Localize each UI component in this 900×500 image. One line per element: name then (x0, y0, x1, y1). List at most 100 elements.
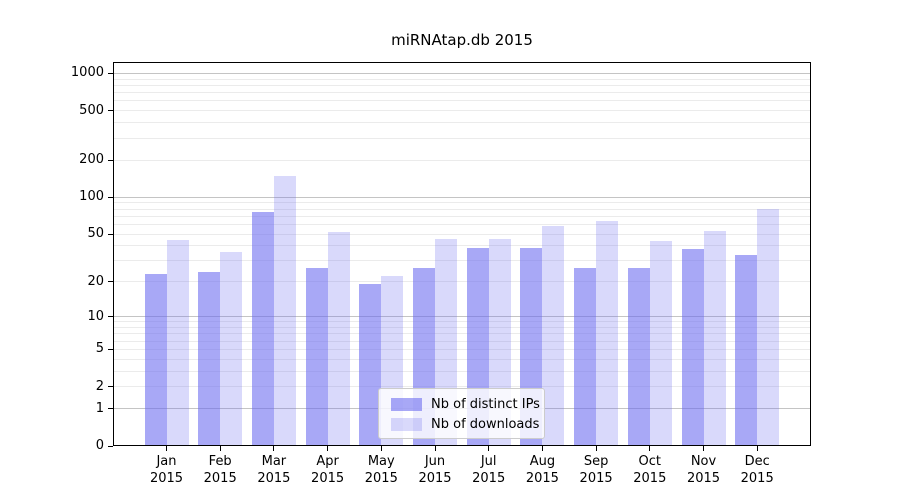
x-tick-month: Sep (583, 454, 609, 469)
y-tick-200 (108, 159, 113, 161)
gridline-minor (113, 92, 811, 94)
bar-distinct-ips-oct (627, 267, 650, 446)
bar-downloads-dec (757, 208, 780, 446)
x-tick-label-aug: Aug 2015 (510, 453, 574, 487)
x-tick-year: 2015 (311, 471, 345, 486)
legend-swatch-downloads (391, 417, 422, 431)
x-tick-month: Jan (156, 454, 177, 469)
y-tick-label-200: 200 (79, 152, 104, 167)
x-tick-jan (166, 446, 167, 451)
gridline-minor (113, 333, 811, 335)
gridline-minor (113, 110, 811, 112)
x-tick-apr (327, 446, 329, 451)
y-tick-1000 (108, 72, 113, 74)
bar-distinct-ips-jan (144, 274, 167, 446)
y-tick-0 (108, 445, 113, 447)
gridline-minor (113, 327, 811, 328)
y-tick-10 (108, 316, 113, 318)
x-tick-month: Apr (316, 454, 339, 469)
x-tick-jul (488, 446, 490, 451)
gridline-minor (113, 137, 811, 139)
legend-label-distinct-ips: Nb of distinct IPs (431, 396, 540, 412)
x-tick-year: 2015 (740, 471, 774, 486)
x-tick-label-jun: Jun 2015 (403, 453, 467, 487)
y-tick-20 (108, 281, 113, 283)
y-tick-1 (108, 408, 113, 410)
bar-distinct-ips-nov (681, 249, 704, 446)
bar-downloads-feb (220, 252, 243, 446)
gridline-minor (113, 223, 811, 225)
gridline-minor (113, 202, 811, 204)
bar-downloads-aug (542, 225, 565, 446)
gridline-minor (113, 208, 811, 210)
legend-swatch-distinct-ips (391, 397, 422, 411)
y-tick-label-10: 10 (87, 308, 104, 324)
x-tick-label-nov: Nov 2015 (672, 453, 736, 487)
x-tick-year: 2015 (579, 471, 613, 486)
plot-area: 0 1 2 5 10 20 50 100 200 500 1000 Jan 2015 Feb 2015 Ma… (71, 62, 811, 486)
x-tick-nov (703, 446, 704, 451)
bar-distinct-ips-apr (305, 267, 328, 446)
gridline-minor (113, 348, 811, 350)
x-tick-mar (273, 446, 275, 451)
x-tick-aug (541, 446, 543, 451)
gridline-minor (113, 78, 811, 80)
x-tick-oct (649, 446, 651, 451)
x-tick-sep (595, 446, 597, 451)
x-tick-dec (756, 446, 758, 451)
bar-downloads-jan (166, 240, 189, 446)
legend-row-distinct-ips: Nb of distinct IPs (391, 394, 544, 414)
y-tick-label-5: 5 (95, 341, 104, 357)
x-tick-month: Feb (208, 454, 232, 469)
gridline-major (113, 196, 811, 198)
x-tick-year: 2015 (472, 471, 506, 486)
bars (113, 62, 811, 446)
bar-downloads-nov (703, 231, 726, 446)
y-tick-5 (108, 348, 113, 350)
y-tick-100 (108, 196, 113, 198)
x-tick-month: May (367, 454, 395, 469)
x-tick-year: 2015 (364, 471, 398, 486)
y-tick-2 (108, 386, 113, 388)
x-tick-label-jul: Jul 2015 (457, 453, 521, 487)
x-tick-year: 2015 (686, 471, 721, 486)
gridline-minor (113, 233, 811, 235)
gridlines (113, 62, 811, 446)
x-tick-label-oct: Oct 2015 (618, 453, 682, 487)
bar-downloads-apr (327, 232, 350, 446)
y-tick-50 (108, 233, 113, 235)
gridline-minor (113, 100, 811, 102)
bar-distinct-ips-sep (574, 267, 597, 446)
bar-downloads-mar (273, 176, 296, 446)
gridline-minor (113, 281, 811, 283)
x-tick-label-feb: Feb 2015 (188, 453, 252, 487)
x-tick-year: 2015 (257, 471, 291, 486)
x-tick-month: Nov (690, 454, 717, 469)
legend-label-downloads: Nb of downloads (431, 416, 540, 432)
x-tick-month: Dec (744, 454, 770, 469)
y-tick-label-2: 2 (95, 378, 104, 394)
x-axis: Jan 2015 Feb 2015 Mar 2015 Apr 2015 May 2015 Jun 20… (113, 62, 811, 486)
bar-distinct-ips-may (359, 283, 382, 446)
gridline-minor (113, 321, 811, 323)
y-tick-label-1000: 1000 (70, 65, 104, 81)
x-tick-year: 2015 (418, 471, 452, 486)
x-tick-label-mar: Mar 2015 (242, 453, 306, 487)
x-tick-label-dec: Dec 2015 (725, 453, 789, 487)
x-tick-month: Jun (424, 454, 446, 469)
x-tick-month: Jul (480, 454, 497, 469)
y-tick-label-20: 20 (87, 273, 104, 289)
x-tick-label-apr: Apr 2015 (296, 453, 360, 487)
x-tick-label-may: May 2015 (349, 453, 413, 487)
bar-distinct-ips-dec (735, 255, 758, 446)
x-tick-month: Mar (261, 454, 287, 469)
x-tick-may (380, 446, 382, 451)
x-tick-jun (434, 446, 436, 451)
x-tick-feb (219, 446, 221, 451)
legend-row-downloads: Nb of downloads (391, 414, 544, 434)
x-tick-month: Oct (638, 454, 662, 469)
y-tick-label-0: 0 (95, 438, 104, 453)
y-tick-label-500: 500 (79, 102, 104, 118)
x-tick-label-sep: Sep 2015 (564, 453, 628, 487)
